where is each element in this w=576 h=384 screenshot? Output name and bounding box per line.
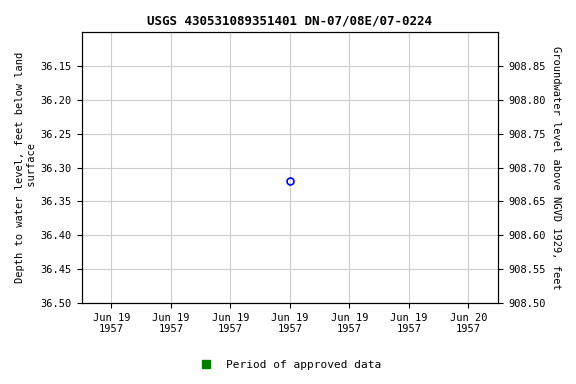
Legend: Period of approved data: Period of approved data	[191, 356, 385, 375]
Title: USGS 430531089351401 DN-07/08E/07-0224: USGS 430531089351401 DN-07/08E/07-0224	[147, 15, 433, 28]
Y-axis label: Groundwater level above NGVD 1929, feet: Groundwater level above NGVD 1929, feet	[551, 46, 561, 290]
Y-axis label: Depth to water level, feet below land
 surface: Depth to water level, feet below land su…	[15, 52, 37, 283]
